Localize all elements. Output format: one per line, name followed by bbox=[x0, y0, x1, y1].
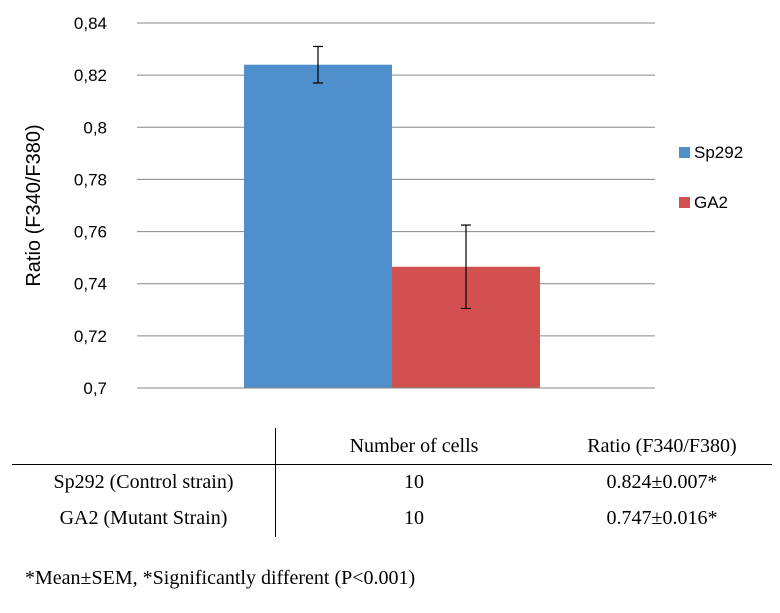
legend: Sp292 GA2 bbox=[679, 143, 743, 212]
y-tick-label: 0,74 bbox=[74, 275, 107, 294]
y-tick-label: 0,82 bbox=[74, 66, 107, 85]
ratio-value: 0.747±0.016* bbox=[606, 506, 718, 529]
y-tick-label: 0,72 bbox=[74, 327, 107, 346]
table-header-cell: Ratio (F340/F380) bbox=[587, 434, 737, 457]
error-bars bbox=[313, 45, 471, 310]
bars bbox=[244, 64, 540, 388]
row-label: GA2 (Mutant Strain) bbox=[59, 506, 228, 529]
bar-chart: 0,7 0,72 0,74 0,76 0,78 0,8 0,82 0,84 Ratio (F3… bbox=[23, 14, 743, 398]
stats-table: Number of cells Ratio (F340/F380) Sp292 … bbox=[12, 428, 772, 537]
table-header-cell: Number of cells bbox=[275, 428, 552, 465]
gridlines bbox=[137, 22, 655, 337]
bar-sp292 bbox=[244, 64, 392, 388]
table-header-cell bbox=[12, 428, 276, 465]
table-row: Sp292 (Control strain) 10 0.824±0.007* bbox=[12, 464, 772, 499]
cells-count: 10 bbox=[275, 499, 552, 537]
y-tick-label: 0,78 bbox=[74, 170, 107, 189]
table-row: GA2 (Mutant Strain) 10 0.747±0.016* bbox=[12, 499, 772, 537]
y-tick-label: 0,76 bbox=[74, 223, 107, 242]
legend-label-sp292: Sp292 bbox=[694, 143, 743, 162]
y-tick-label: 0,84 bbox=[74, 14, 107, 33]
table-header-row: Number of cells Ratio (F340/F380) bbox=[12, 428, 772, 465]
footnote: *Mean±SEM, *Significantly different (P<0… bbox=[25, 567, 416, 589]
y-tick-label: 0,7 bbox=[83, 379, 107, 398]
legend-label-ga2: GA2 bbox=[694, 193, 728, 212]
cells-count: 10 bbox=[275, 464, 552, 499]
ratio-value: 0.824±0.007* bbox=[552, 464, 772, 499]
y-axis-title: Ratio (F340/F380) bbox=[23, 124, 45, 286]
legend-swatch-sp292 bbox=[679, 147, 690, 158]
legend-swatch-ga2 bbox=[679, 197, 690, 208]
y-tick-label: 0,8 bbox=[83, 118, 107, 137]
y-axis-ticks: 0,7 0,72 0,74 0,76 0,78 0,8 0,82 0,84 bbox=[74, 14, 107, 398]
row-label: Sp292 (Control strain) bbox=[12, 464, 276, 499]
